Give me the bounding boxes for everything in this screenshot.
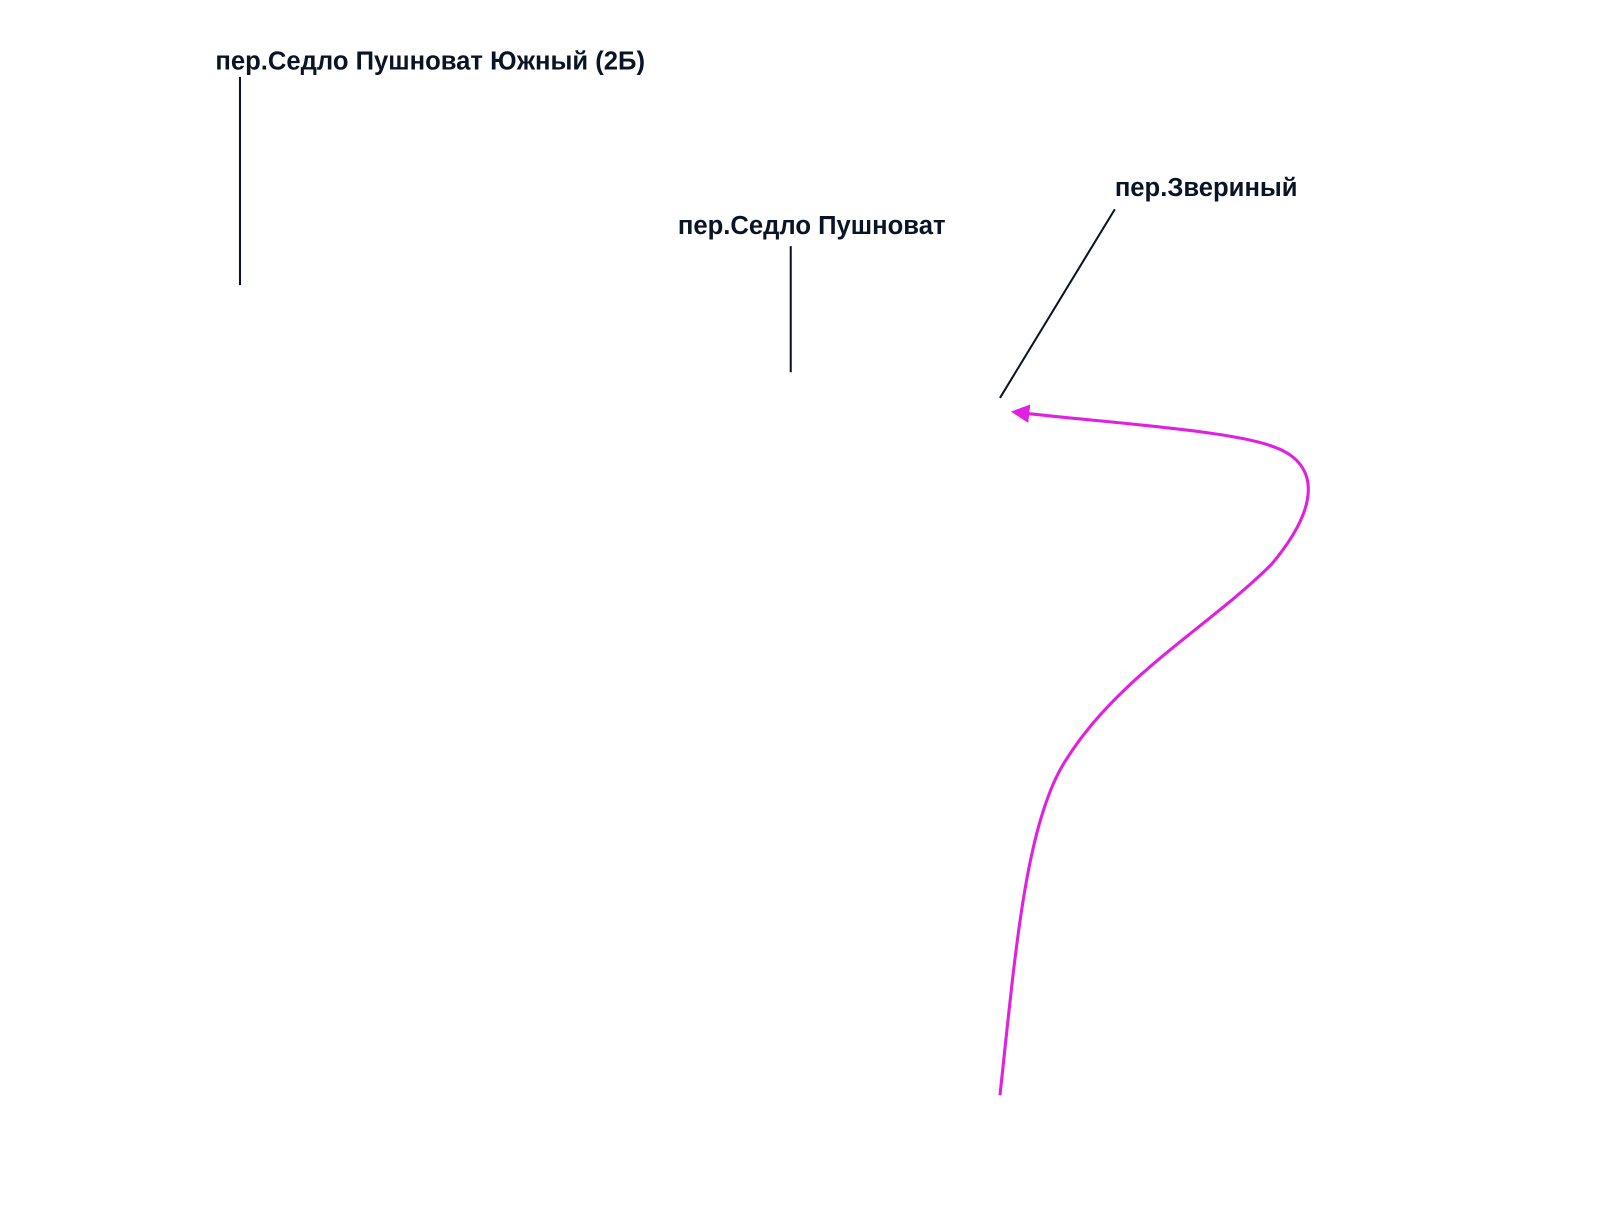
- pass-label: пер.Седло Пушноват: [678, 212, 946, 240]
- pass-label: пер.Седло Пушноват Южный (2Б): [215, 48, 645, 76]
- route-track: [998, 404, 1310, 1096]
- pass-label: пер.Звериный: [1115, 174, 1298, 202]
- leader-line: [999, 208, 1116, 399]
- map-layer: пер.Седло Пушноват Южный (2Б) пер.Седло …: [215, 48, 1310, 1096]
